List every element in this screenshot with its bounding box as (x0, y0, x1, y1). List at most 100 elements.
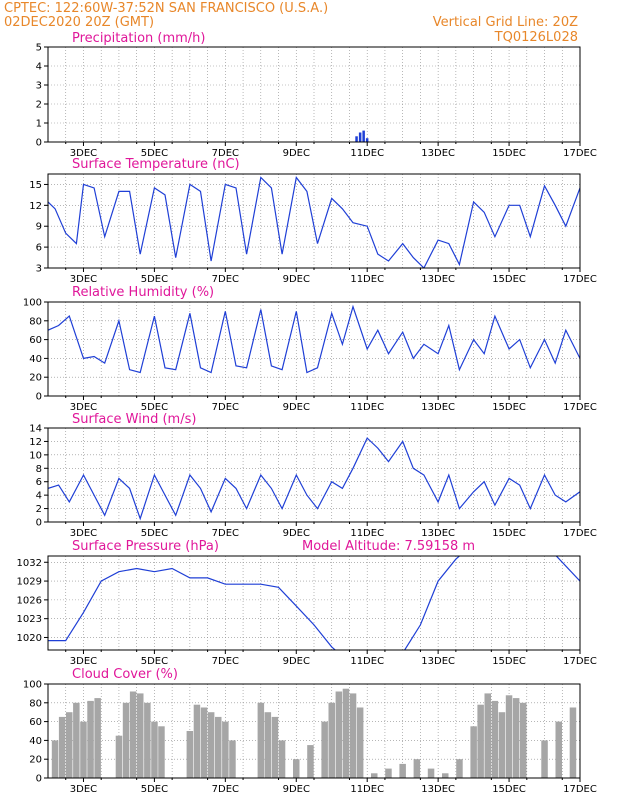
panel-wind: 0 2 4 6 8 10 12 14 3DEC 5DEC 7DEC 9DEC 11DEC 13DEC 15D… (29, 412, 597, 539)
x-tick-label: 15DEC (492, 656, 526, 667)
series-precip (355, 130, 369, 142)
y-tick-label: 2 (36, 504, 42, 515)
cloud-bar (427, 768, 435, 778)
cloud-bar (271, 716, 279, 778)
y-tick-label: 0 (36, 392, 42, 403)
x-tick-label: 11DEC (350, 528, 384, 539)
panel-pressure: 1020 1023 1026 1029 1032 3DEC 5DEC 7DEC 9DEC 11DE… (17, 539, 597, 667)
cloud-bar (257, 702, 265, 778)
cloud-bar (51, 740, 59, 778)
panel-title: Precipitation (mm/h) (72, 31, 205, 46)
panel-precip: 0 1 2 3 4 5 3DEC 5DEC 7DEC 9DEC 11DEC 13DEC 15DEC 17D… (36, 31, 597, 159)
y-tick-label: 14 (29, 424, 42, 435)
x-tick-label: 5DEC (141, 528, 168, 539)
series-wind (48, 437, 580, 521)
y-tick-label: 6 (36, 243, 42, 254)
cloud-bar (477, 704, 484, 778)
y-tick-label: 1020 (17, 633, 42, 644)
x-tick-label: 11DEC (350, 274, 384, 285)
cloud-bar (129, 691, 137, 778)
cloud-bar (385, 768, 392, 778)
y-tick-label: 20 (29, 755, 42, 766)
panel-humidity: 0 20 40 60 80 100 3DEC 5DEC 7DEC 9DEC 11DEC 13DEC 15… (23, 285, 597, 413)
x-tick-label: 7DEC (212, 148, 239, 159)
y-tick-label: 20 (29, 373, 42, 384)
y-tick-label: 12 (29, 437, 42, 448)
y-tick-label: 1029 (17, 577, 42, 588)
y-tick-label: 15 (29, 180, 42, 191)
panel-title: Surface Pressure (hPa) (72, 539, 219, 554)
x-tick-label: 13DEC (421, 656, 455, 667)
cloud-bar (66, 712, 73, 778)
cloud-bar (94, 698, 101, 778)
cloud-bar (264, 712, 272, 778)
cloud-bar (399, 763, 406, 778)
series-temp (48, 176, 580, 268)
cloud-bar (349, 693, 357, 778)
x-tick-label: 9DEC (283, 784, 310, 795)
panel-frame (47, 46, 581, 143)
precip-bar (365, 138, 369, 142)
x-tick-label: 3DEC (70, 274, 97, 285)
y-tick-label: 60 (29, 717, 42, 728)
precip-bar (362, 130, 365, 142)
cloud-bar (193, 704, 201, 778)
x-tick-label: 13DEC (421, 148, 455, 159)
cloud-bar (222, 721, 229, 778)
x-tick-label: 15DEC (492, 784, 526, 795)
x-tick-label: 5DEC (141, 402, 168, 413)
y-tick-label: 3 (36, 264, 42, 275)
wind-line (48, 437, 580, 521)
x-tick-label: 13DEC (421, 402, 455, 413)
x-tick-label: 9DEC (283, 656, 310, 667)
y-tick-label: 2 (36, 100, 42, 111)
x-tick-label: 11DEC (350, 656, 384, 667)
panel-title: Surface Wind (m/s) (72, 412, 196, 427)
x-tick-label: 17DEC (563, 402, 597, 413)
y-tick-label: 4 (36, 491, 42, 502)
temp-line (48, 176, 580, 268)
cloud-bar (512, 698, 520, 778)
x-tick-label: 13DEC (421, 528, 455, 539)
cloud-bar (335, 691, 343, 778)
cloud-bar (278, 740, 286, 778)
pressure-line (48, 556, 580, 650)
header-run-time: 02DEC2020 20Z (GMT) (4, 15, 154, 30)
series-pressure (48, 556, 580, 650)
x-tick-label: 5DEC (141, 656, 168, 667)
x-tick-label: 5DEC (141, 274, 168, 285)
x-tick-label: 17DEC (563, 656, 597, 667)
y-tick-label: 9 (36, 222, 42, 233)
cloud-bar (122, 702, 130, 778)
x-tick-label: 13DEC (421, 784, 455, 795)
series-cloud (51, 688, 577, 778)
cloud-bar (158, 726, 165, 778)
y-tick-label: 100 (23, 680, 42, 691)
y-tick-label: 6 (36, 477, 42, 488)
x-tick-label: 7DEC (212, 528, 239, 539)
y-tick-label: 0 (36, 138, 42, 149)
y-tick-label: 100 (23, 298, 42, 309)
x-tick-label: 11DEC (350, 148, 384, 159)
cloud-bar (505, 695, 513, 778)
cloud-bar (229, 740, 236, 778)
x-tick-label: 9DEC (283, 402, 310, 413)
y-tick-label: 1032 (17, 558, 42, 569)
cloud-bar (137, 693, 144, 778)
x-tick-label: 15DEC (492, 274, 526, 285)
y-tick-label: 0 (36, 774, 42, 785)
x-tick-label: 3DEC (70, 656, 97, 667)
x-tick-label: 5DEC (141, 784, 168, 795)
cloud-bar (456, 759, 463, 778)
y-tick-label: 8 (36, 464, 42, 475)
cloud-bar (186, 731, 194, 778)
x-tick-label: 7DEC (212, 274, 239, 285)
x-tick-label: 9DEC (283, 528, 310, 539)
precip-bar (358, 132, 362, 142)
header-location: CPTEC: 122:60W-37:52N SAN FRANCISCO (U.S… (4, 1, 328, 16)
cloud-bar (498, 712, 506, 778)
x-tick-label: 17DEC (563, 274, 597, 285)
cloud-bar (293, 759, 300, 778)
y-tick-label: 0 (36, 518, 42, 529)
